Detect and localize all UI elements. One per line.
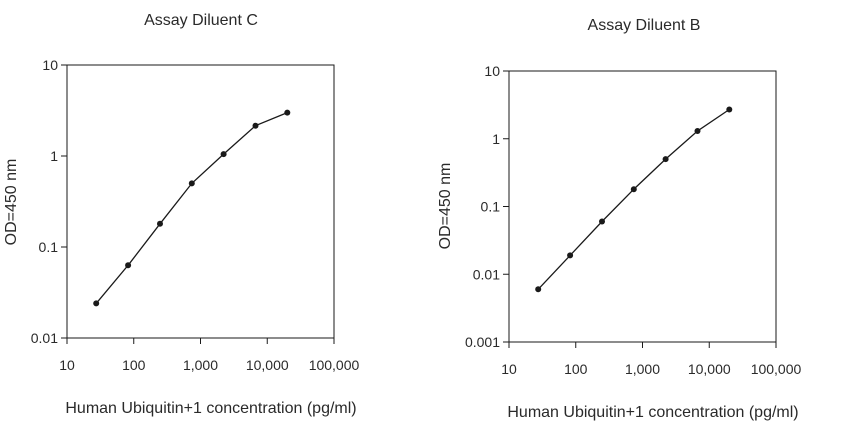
chart-assay-diluent-b: Assay Diluent B OD=450 nm Human Ubiquiti… [437,17,802,421]
data-point [535,286,542,293]
x-axis-label: Human Ubiquitin+1 concentration (pg/ml) [65,400,356,417]
data-point [599,218,605,225]
data-point [694,128,701,134]
data-point [252,122,259,129]
series-line [537,108,730,290]
plot-frame [66,64,335,339]
series-line [95,111,288,304]
chart-title: Assay Diluent B [588,17,701,34]
x-tick-label: 10 [501,361,517,377]
data-point [284,109,291,116]
y-tick-label: 1 [50,148,58,164]
plot-area: 10 100 1,000 10,000 100,000 0.01 0.1 1 10 [31,57,360,373]
y-tick-label: 0.1 [39,239,59,255]
y-tick-label: 0.01 [473,266,500,282]
x-tick-label: 100,000 [309,357,360,373]
y-tick-label: 0.01 [31,330,58,346]
data-point [567,252,574,259]
x-tick-label: 100 [122,357,146,373]
data-point [157,220,163,227]
chart-assay-diluent-c: Assay Diluent C OD=450 nm Human Ubiquiti… [3,12,360,417]
plot-area: 10 100 1,000 10,000 100,000 0.001 0.01 0.1 1 10 [465,63,802,377]
x-tick-label: 100 [564,361,588,377]
y-tick-label: 1 [492,131,500,147]
y-tick-label: 0.001 [465,334,500,350]
x-axis-label: Human Ubiquitin+1 concentration (pg/ml) [507,404,798,421]
y-tick-label: 0.1 [481,199,501,215]
data-point [93,300,100,307]
y-tick-label: 10 [42,57,58,73]
data-point [726,106,733,113]
y-axis-label: OD=450 nm [437,163,454,250]
data-point [630,186,637,193]
plot-frame [508,70,777,343]
data-point [662,156,669,163]
x-tick-label: 100,000 [751,361,802,377]
chart-title: Assay Diluent C [144,12,258,29]
data-point [125,262,132,269]
data-point [220,151,227,158]
data-point [188,180,195,187]
x-tick-label: 10,000 [246,357,289,373]
x-tick-label: 1,000 [625,361,660,377]
x-tick-label: 1,000 [183,357,218,373]
y-axis-label: OD=450 nm [3,159,20,246]
x-tick-label: 10 [59,357,75,373]
x-tick-label: 10,000 [688,361,731,377]
y-tick-label: 10 [484,63,500,79]
